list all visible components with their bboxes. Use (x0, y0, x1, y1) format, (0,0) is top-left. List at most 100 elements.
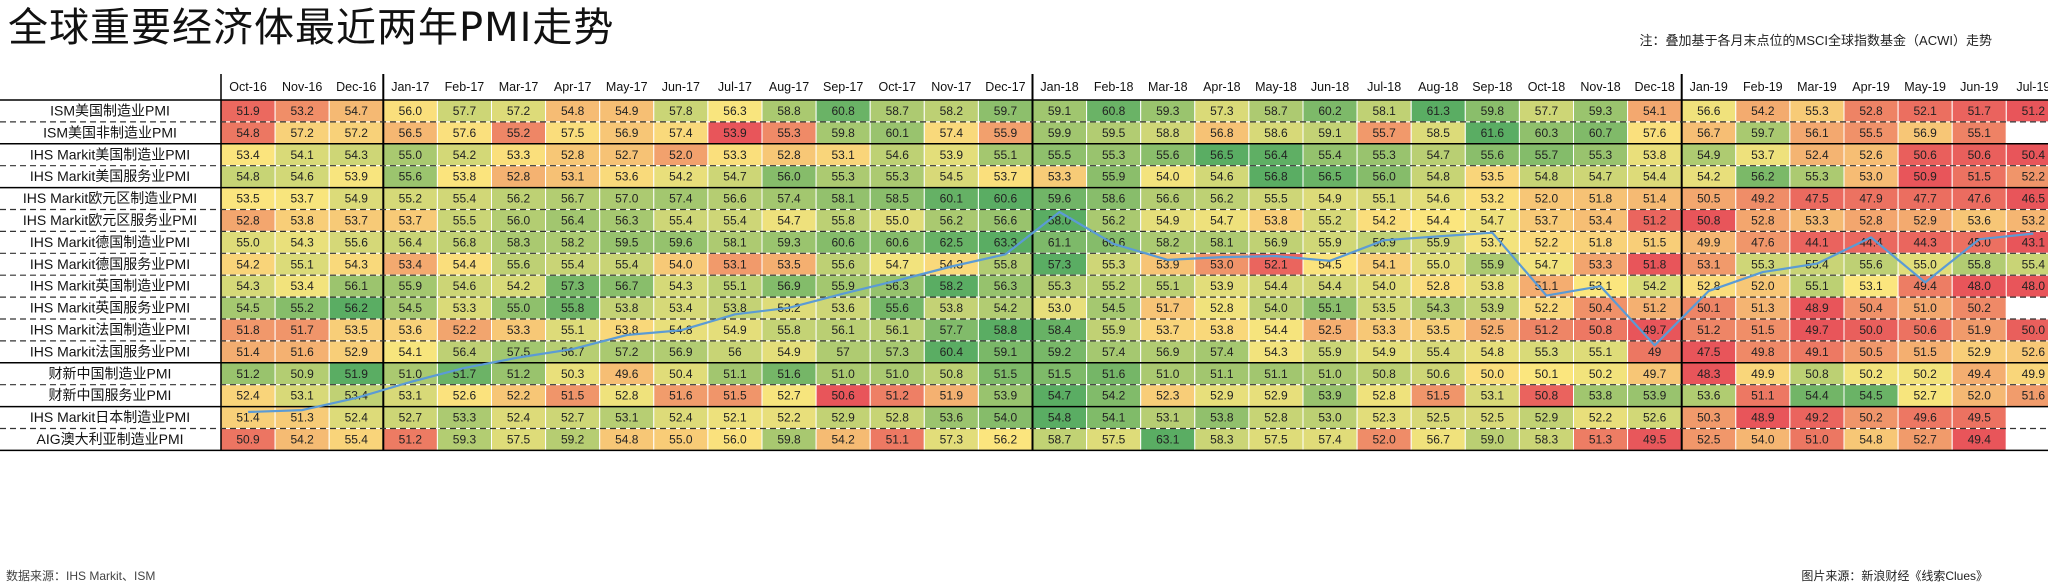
cell-value: 55.0 (886, 214, 910, 228)
cell-value: 53.7 (345, 214, 369, 228)
cell-value: 51.2 (1643, 214, 1667, 228)
column-header: Jul-17 (718, 80, 752, 94)
cell-value: 53.3 (1805, 214, 1829, 228)
cell-value: 50.9 (236, 433, 260, 447)
cell-value: 56.2 (507, 192, 531, 206)
cell-value: 54.2 (1102, 389, 1126, 403)
cell-value: 53.1 (831, 148, 855, 162)
cell-value: 54.2 (1697, 170, 1721, 184)
row-label: IHS Markit德国制造业PMI (30, 234, 190, 250)
cell-value: 52.7 (399, 411, 423, 425)
column-header: May-19 (1904, 80, 1946, 94)
cell-value: 53.3 (507, 323, 531, 337)
cell-value: 55.5 (1048, 148, 1072, 162)
cell-value: 53.9 (1156, 257, 1180, 271)
column-header: Feb-19 (1743, 80, 1783, 94)
cell-value: 52.4 (345, 411, 369, 425)
cell-value: 55.0 (1427, 257, 1451, 271)
cell-value: 54.0 (1156, 170, 1180, 184)
cell-value: 55.3 (1805, 104, 1829, 118)
cell-value: 55.2 (399, 192, 423, 206)
cell-value: 56.7 (561, 192, 585, 206)
cell-value: 50.3 (1697, 411, 1721, 425)
cell-value: 53.4 (399, 257, 423, 271)
cell-value: 53.9 (723, 126, 747, 140)
cell-value: 47.6 (1968, 192, 1992, 206)
column-header: Oct-18 (1528, 80, 1566, 94)
column-header: Apr-17 (554, 80, 592, 94)
cell-value: 55.9 (831, 279, 855, 293)
cell-value: 56.9 (777, 279, 801, 293)
cell-value: 51.7 (290, 323, 314, 337)
cell-value: 52.8 (1751, 214, 1775, 228)
column-header: Feb-17 (445, 80, 485, 94)
heatmap-cell (2005, 121, 2048, 145)
cell-value: 54.6 (1210, 170, 1234, 184)
cell-value: 55.1 (290, 257, 314, 271)
cell-value: 55.5 (1264, 192, 1288, 206)
cell-value: 44.3 (1913, 235, 1937, 249)
column-header: Sep-17 (823, 80, 863, 94)
cell-value: 55.6 (886, 301, 910, 315)
cell-value: 49.4 (1968, 433, 1992, 447)
cell-value: 52.1 (1913, 104, 1937, 118)
cell-value: 53.0 (1318, 411, 1342, 425)
cell-value: 52.5 (1481, 323, 1505, 337)
cell-value: 58.6 (1102, 192, 1126, 206)
cell-value: 52.2 (453, 323, 477, 337)
cell-value: 53.0 (1210, 257, 1234, 271)
cell-value: 52.2 (1589, 411, 1613, 425)
cell-value: 51.5 (561, 389, 585, 403)
cell-value: 52.9 (1913, 214, 1937, 228)
cell-value: 52.1 (1264, 257, 1288, 271)
cell-value: 55.9 (1481, 257, 1505, 271)
cell-value: 60.7 (1589, 126, 1613, 140)
cell-value: 54.4 (1318, 279, 1342, 293)
cell-value: 53.4 (290, 279, 314, 293)
cell-value: 55.4 (615, 257, 639, 271)
cell-value: 53.8 (1210, 411, 1234, 425)
cell-value: 57.6 (1643, 126, 1667, 140)
cell-value: 55.6 (831, 257, 855, 271)
cell-value: 55.1 (994, 148, 1018, 162)
cell-value: 55.4 (345, 433, 369, 447)
cell-value: 54.4 (453, 257, 477, 271)
cell-value: 61.6 (1481, 126, 1505, 140)
chart-note: 注：叠加基于各月末点位的MSCI全球指数基金（ACWI）走势 (1639, 33, 1992, 48)
cell-value: 51.8 (236, 323, 260, 337)
cell-value: 54.1 (399, 345, 423, 359)
cell-value: 60.1 (940, 192, 964, 206)
cell-value: 54.3 (236, 279, 260, 293)
cell-value: 56.9 (1264, 235, 1288, 249)
cell-value: 55.4 (2022, 257, 2046, 271)
cell-value: 56.5 (1318, 170, 1342, 184)
cell-value: 54.0 (1751, 433, 1775, 447)
cell-value: 59.8 (777, 433, 801, 447)
column-header: Jan-17 (391, 80, 429, 94)
column-header: Mar-17 (499, 80, 539, 94)
cell-value: 57.4 (669, 126, 693, 140)
cell-value: 51.5 (1968, 170, 1992, 184)
cell-value: 51.1 (886, 433, 910, 447)
column-header: Dec-16 (336, 80, 376, 94)
cell-value: 55.0 (236, 235, 260, 249)
cell-value: 52.4 (236, 389, 260, 403)
cell-value: 57.5 (1102, 433, 1126, 447)
cell-value: 55.6 (1156, 148, 1180, 162)
cell-value: 53.6 (399, 323, 423, 337)
cell-value: 61.1 (1048, 235, 1072, 249)
cell-value: 55.4 (669, 214, 693, 228)
cell-value: 54.2 (994, 301, 1018, 315)
cell-value: 56.1 (345, 279, 369, 293)
cell-value: 52.6 (1859, 148, 1883, 162)
cell-value: 57.4 (1210, 345, 1234, 359)
column-header: Jun-19 (1960, 80, 1998, 94)
cell-value: 47.7 (1913, 192, 1937, 206)
cell-value: 52.9 (345, 345, 369, 359)
cell-value: 60.8 (831, 104, 855, 118)
cell-value: 54.5 (940, 170, 964, 184)
cell-value: 58.2 (1156, 235, 1180, 249)
cell-value: 55.1 (1318, 301, 1342, 315)
cell-value: 54.2 (1643, 279, 1667, 293)
cell-value: 60.6 (831, 235, 855, 249)
